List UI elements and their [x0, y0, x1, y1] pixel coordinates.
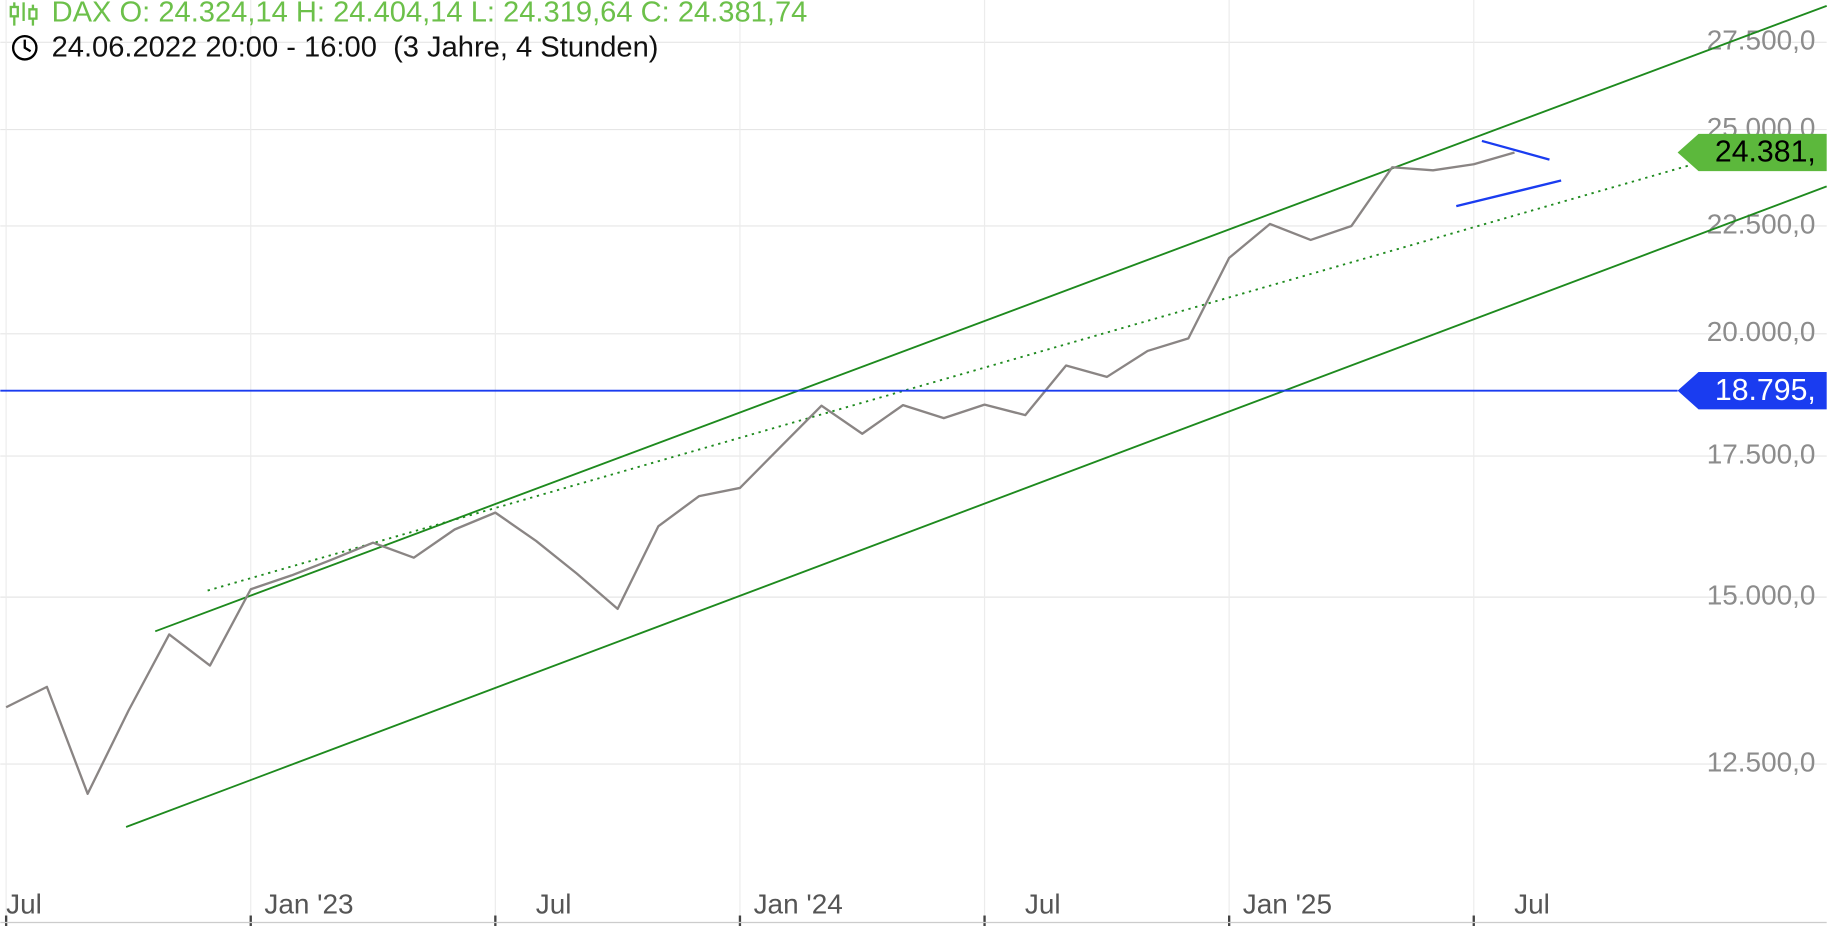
y-tick-label: 17.500,0	[1707, 438, 1816, 469]
clock-icon	[11, 34, 38, 61]
y-tick-label: 12.500,0	[1707, 746, 1816, 777]
x-tick-label: Jul	[1514, 889, 1550, 920]
y-tick-label: 27.500,0	[1707, 25, 1816, 56]
bars-icon	[9, 2, 38, 26]
price-tag	[1677, 372, 1827, 410]
channel-lower	[125, 185, 1827, 828]
price-tag	[1677, 133, 1827, 172]
triangle-lower	[1456, 179, 1562, 208]
chart-title: DAX O: 24.324,14 H: 24.404,14 L: 24.319,…	[52, 0, 808, 29]
chart-subtitle: 24.06.2022 20:00 - 16:00 (3 Jahre, 4 Stu…	[52, 32, 659, 64]
channel-upper	[154, 4, 1827, 633]
y-tick-label: 15.000,0	[1707, 580, 1816, 611]
price-tag-label: 24.381,	[1715, 136, 1816, 169]
y-tick-label: 22.500,0	[1707, 208, 1816, 239]
channel-mid	[207, 164, 1690, 592]
x-tick-label: Jan '24	[754, 889, 843, 920]
plot: 18.795, 24.381,	[0, 133, 1827, 795]
x-tick-label: Jan '25	[1243, 889, 1332, 920]
x-tick-label: Jul	[1025, 889, 1061, 920]
triangle-upper	[1481, 139, 1550, 161]
price-tag-label: 18.795,	[1715, 374, 1816, 407]
x-tick-label: Jan '23	[264, 889, 353, 920]
x-tick-label: Jul	[536, 889, 572, 920]
x-tick-label: Jul	[6, 889, 42, 920]
price-line	[5, 151, 1515, 795]
y-tick-label: 20.000,0	[1707, 316, 1816, 347]
